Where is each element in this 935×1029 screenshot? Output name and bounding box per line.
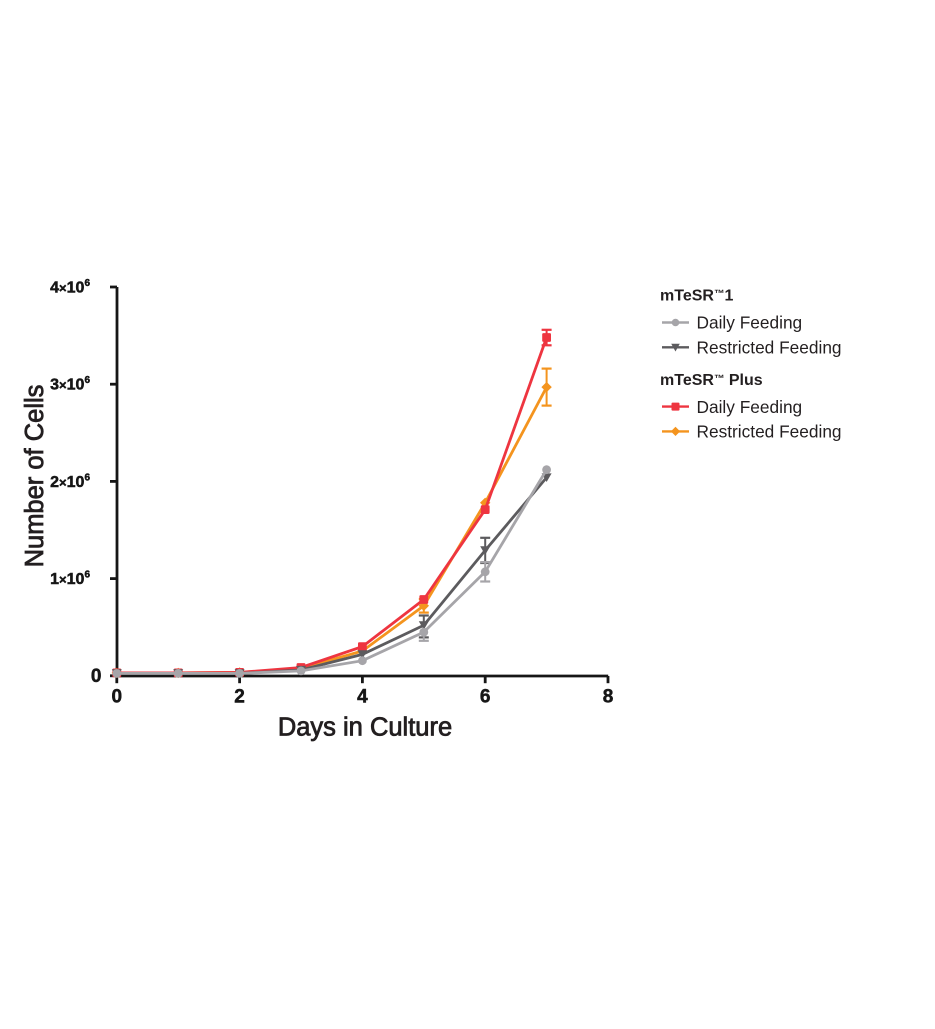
svg-text:6: 6 bbox=[480, 687, 491, 708]
svg-text:Number of Cells: Number of Cells bbox=[21, 385, 49, 568]
svg-text:1×106: 1×106 bbox=[50, 570, 90, 589]
svg-text:mTeSR™​1: mTeSR™​1 bbox=[660, 287, 733, 304]
svg-text:Daily Feeding: Daily Feeding bbox=[697, 313, 803, 333]
svg-text:4×106: 4×106 bbox=[50, 278, 90, 297]
svg-text:Restricted Feeding: Restricted Feeding bbox=[697, 422, 842, 442]
svg-text:2: 2 bbox=[234, 687, 245, 708]
svg-text:0: 0 bbox=[112, 687, 123, 708]
svg-text:4: 4 bbox=[357, 687, 368, 708]
svg-text:Days in Culture: Days in Culture bbox=[278, 714, 452, 742]
svg-text:Restricted Feeding: Restricted Feeding bbox=[697, 338, 842, 358]
svg-text:8: 8 bbox=[603, 687, 614, 708]
svg-text:Daily Feeding: Daily Feeding bbox=[697, 397, 803, 417]
svg-text:mTeSR™​ Plus: mTeSR™​ Plus bbox=[660, 372, 763, 389]
svg-text:2×106: 2×106 bbox=[50, 472, 90, 491]
svg-text:3×106: 3×106 bbox=[50, 375, 90, 394]
svg-text:0: 0 bbox=[91, 666, 102, 687]
